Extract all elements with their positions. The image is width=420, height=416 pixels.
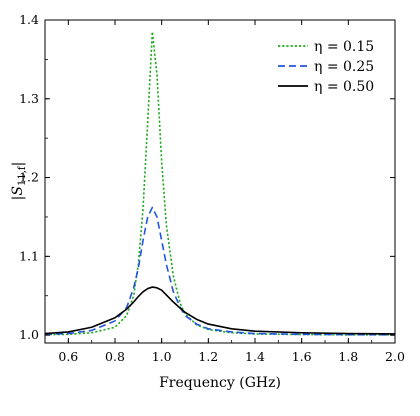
x-tick-label: 1.0 <box>152 349 172 364</box>
legend-label: η = 0.15 <box>314 39 374 55</box>
y-tick-label: 1.3 <box>19 91 39 106</box>
y-tick-label: 1.0 <box>19 327 39 342</box>
y-axis-label-subscript: 11,f <box>17 165 28 186</box>
plot-frame <box>44 19 396 344</box>
x-tick-label: 1.4 <box>245 349 265 364</box>
legend-label: η = 0.25 <box>314 59 374 75</box>
legend: η = 0.15 η = 0.25 η = 0.50 <box>278 39 374 95</box>
y-axis: 1.0 1.1 1.2 1.3 1.4 <box>19 12 395 342</box>
x-tick-label: 1.6 <box>292 349 312 364</box>
x-tick-label: 1.8 <box>338 349 358 364</box>
x-tick-label: 2.0 <box>385 349 405 364</box>
y-tick-label: 1.4 <box>19 12 39 27</box>
series-line-0 <box>44 31 396 336</box>
x-tick-label: 1.2 <box>198 349 218 364</box>
y-tick-label: 1.2 <box>19 170 39 185</box>
x-axis-label: Frequency (GHz) <box>159 375 281 391</box>
y-tick-label: 1.1 <box>19 248 39 263</box>
y-axis-label: |S11,f| <box>10 162 28 201</box>
plot-curves <box>44 31 396 336</box>
x-tick-label: 0.8 <box>105 349 125 364</box>
series-line-2 <box>44 286 396 335</box>
legend-label: η = 0.50 <box>314 79 374 95</box>
x-tick-label: 0.6 <box>58 349 78 364</box>
y-axis-label-end: | <box>10 162 26 167</box>
y-axis-label-main: |S <box>10 186 26 200</box>
x-axis: 0.6 0.8 1.0 1.2 1.4 1.6 1.8 2.0 <box>44 20 405 364</box>
